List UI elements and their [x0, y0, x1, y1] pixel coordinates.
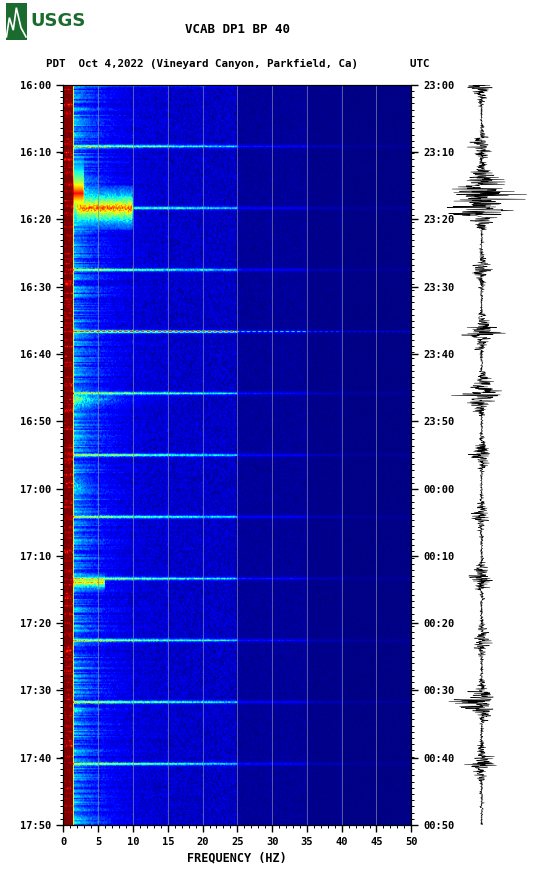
X-axis label: FREQUENCY (HZ): FREQUENCY (HZ): [188, 851, 287, 864]
Text: PDT  Oct 4,2022 (Vineyard Canyon, Parkfield, Ca)        UTC: PDT Oct 4,2022 (Vineyard Canyon, Parkfie…: [46, 59, 429, 69]
Text: VCAB DP1 BP 40: VCAB DP1 BP 40: [185, 22, 290, 36]
Text: USGS: USGS: [30, 12, 86, 30]
FancyBboxPatch shape: [6, 3, 27, 40]
